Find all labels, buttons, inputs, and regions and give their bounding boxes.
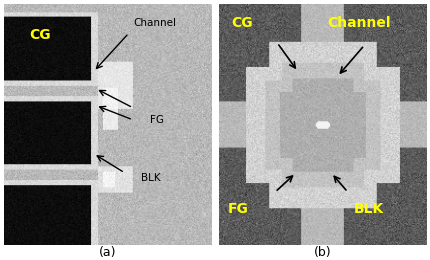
Text: Channel: Channel — [133, 18, 175, 28]
Text: BLK: BLK — [141, 173, 161, 183]
Text: Channel: Channel — [326, 16, 390, 30]
Title: (a): (a) — [99, 246, 117, 259]
Text: CG: CG — [231, 16, 252, 30]
Text: BLK: BLK — [353, 202, 384, 216]
Text: CG: CG — [29, 29, 51, 42]
Text: FG: FG — [227, 202, 248, 216]
Title: (b): (b) — [313, 246, 331, 259]
Text: FG: FG — [149, 115, 163, 125]
